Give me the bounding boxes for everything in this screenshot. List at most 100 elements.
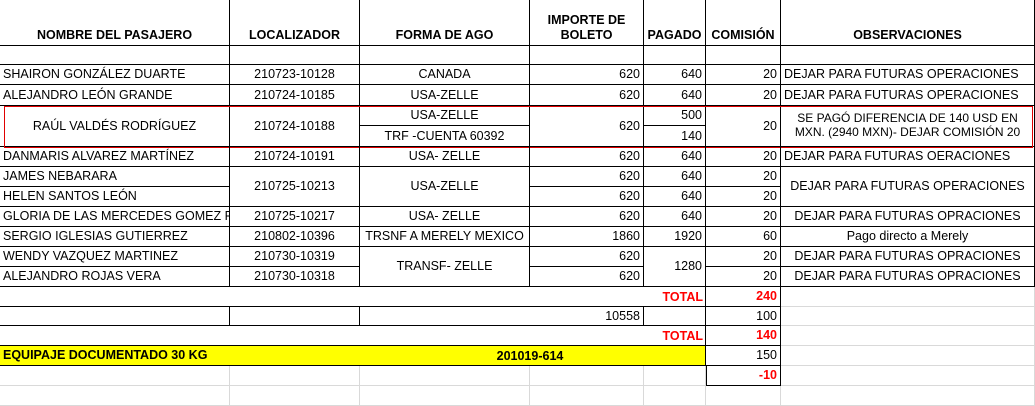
- cell-notes[interactable]: DEJAR PARA FUTURAS OPERACIONES: [781, 167, 1035, 207]
- cell-payment-method[interactable]: TRSNF A MERELY MEXICO: [360, 227, 530, 247]
- empty-cell[interactable]: [530, 366, 644, 386]
- cell-ticket-amount[interactable]: 620: [530, 267, 644, 287]
- cell-passenger[interactable]: DANMARIS ALVAREZ MARTÍNEZ: [0, 147, 230, 167]
- cell-notes[interactable]: SE PAGÓ DIFERENCIA DE 140 USD EN MXN. (2…: [781, 106, 1035, 147]
- total-label[interactable]: TOTAL: [662, 328, 703, 343]
- cell-locator[interactable]: 210723-10128: [230, 65, 360, 85]
- cell-commission[interactable]: 20: [706, 267, 781, 287]
- cell-passenger[interactable]: GLORIA DE LAS MERCEDES GOMEZ PA: [0, 207, 230, 227]
- cell-passenger[interactable]: HELEN SANTOS LEÓN: [0, 187, 230, 207]
- baggage-label[interactable]: EQUIPAJE DOCUMENTADO 30 KG: [0, 346, 706, 366]
- cell-passenger[interactable]: ALEJANDRO LEÓN GRANDE: [0, 85, 230, 106]
- cell-passenger[interactable]: RAÚL VALDÉS RODRÍGUEZ: [0, 106, 230, 147]
- cell-ticket-amount[interactable]: 620: [530, 167, 644, 187]
- cell-ticket-amount[interactable]: 620: [530, 187, 644, 207]
- cell-paid[interactable]: 1920: [644, 227, 706, 247]
- empty-cell[interactable]: [706, 46, 781, 65]
- empty-cell[interactable]: [644, 307, 706, 326]
- empty-cell[interactable]: [230, 46, 360, 65]
- cell-notes[interactable]: DEJAR PARA FUTURAS OPERACIONES: [781, 65, 1035, 85]
- minus-value[interactable]: 100: [706, 307, 781, 326]
- empty-cell[interactable]: [530, 46, 644, 65]
- empty-cell[interactable]: [781, 386, 1035, 406]
- cell-notes[interactable]: DEJAR PARA FUTURAS OERACIONES: [781, 147, 1035, 167]
- empty-cell[interactable]: [530, 386, 644, 406]
- difference-value[interactable]: -10: [706, 366, 781, 386]
- header-commission[interactable]: COMISIÓN: [706, 0, 781, 46]
- cell-payment-method[interactable]: TRF -CUENTA 60392: [360, 126, 530, 147]
- cell-locator[interactable]: 210724-10188: [230, 106, 360, 147]
- cell-passenger[interactable]: ALEJANDRO ROJAS VERA: [0, 267, 230, 287]
- empty-cell[interactable]: [781, 326, 1035, 346]
- cell-notes[interactable]: DEJAR PARA FUTURAS OPRACIONES: [781, 267, 1035, 287]
- cell-locator[interactable]: 210730-10319: [230, 247, 360, 267]
- cell-paid[interactable]: 640: [644, 187, 706, 207]
- cell-commission[interactable]: 20: [706, 65, 781, 85]
- cell-passenger[interactable]: WENDY VAZQUEZ MARTINEZ: [0, 247, 230, 267]
- empty-cell[interactable]: [360, 46, 530, 65]
- empty-cell[interactable]: [230, 307, 360, 326]
- empty-cell[interactable]: [0, 46, 230, 65]
- cell-locator[interactable]: 210730-10318: [230, 267, 360, 287]
- cell-commission[interactable]: 20: [706, 147, 781, 167]
- baggage-value[interactable]: 150: [706, 346, 781, 366]
- empty-cell[interactable]: [230, 386, 360, 406]
- cell-payment-method[interactable]: USA- ZELLE: [360, 147, 530, 167]
- cell-locator[interactable]: 210725-10217: [230, 207, 360, 227]
- header-paid[interactable]: PAGADO: [644, 0, 706, 46]
- cell-paid[interactable]: 1280: [644, 247, 706, 287]
- empty-cell[interactable]: [360, 366, 530, 386]
- cell-payment-method[interactable]: USA-ZELLE: [360, 167, 530, 207]
- cell-notes[interactable]: DEJAR PARA FUTURAS OPRACIONES: [781, 247, 1035, 267]
- cell-notes[interactable]: Pago directo a Merely: [781, 227, 1035, 247]
- cell-commission[interactable]: 20: [706, 85, 781, 106]
- empty-cell[interactable]: [360, 386, 530, 406]
- cell-payment-method[interactable]: USA-ZELLE: [360, 85, 530, 106]
- cell-ticket-amount[interactable]: 620: [530, 65, 644, 85]
- cell-commission[interactable]: 60: [706, 227, 781, 247]
- total-value[interactable]: 140: [706, 326, 781, 346]
- cell-locator[interactable]: 210724-10185: [230, 85, 360, 106]
- cell-payment-method[interactable]: USA- ZELLE: [360, 207, 530, 227]
- empty-cell[interactable]: [781, 366, 1035, 386]
- cell-payment-method[interactable]: CANADA: [360, 65, 530, 85]
- empty-cell[interactable]: [644, 46, 706, 65]
- cell-ticket-amount[interactable]: 620: [530, 147, 644, 167]
- cell-passenger[interactable]: JAMES NEBARARA: [0, 167, 230, 187]
- cell-payment-method[interactable]: USA-ZELLE: [360, 106, 530, 126]
- cell-paid[interactable]: 500: [644, 106, 706, 126]
- empty-cell[interactable]: [0, 366, 230, 386]
- empty-cell[interactable]: [781, 46, 1035, 65]
- cell-passenger[interactable]: SHAIRON GONZÁLEZ DUARTE: [0, 65, 230, 85]
- header-locator[interactable]: LOCALIZADOR: [230, 0, 360, 46]
- cell-paid[interactable]: 640: [644, 167, 706, 187]
- sum-amount[interactable]: 10558: [360, 307, 644, 326]
- cell-locator[interactable]: 210725-10213: [230, 167, 360, 207]
- empty-cell[interactable]: [644, 386, 706, 406]
- cell-notes[interactable]: DEJAR PARA FUTURAS OPRACIONES: [781, 207, 1035, 227]
- empty-cell[interactable]: [644, 366, 706, 386]
- cell-commission[interactable]: 20: [706, 247, 781, 267]
- empty-cell[interactable]: [0, 386, 230, 406]
- cell-paid[interactable]: 640: [644, 85, 706, 106]
- empty-cell[interactable]: [781, 287, 1035, 307]
- cell-locator[interactable]: 210724-10191: [230, 147, 360, 167]
- empty-cell[interactable]: [0, 287, 706, 307]
- cell-commission[interactable]: 20: [706, 187, 781, 207]
- empty-cell[interactable]: [781, 307, 1035, 326]
- cell-ticket-amount[interactable]: 620: [530, 85, 644, 106]
- header-ticket-amount[interactable]: IMPORTE DE BOLETO: [530, 0, 644, 46]
- header-notes[interactable]: OBSERVACIONES: [781, 0, 1035, 46]
- total-label[interactable]: TOTAL: [662, 289, 703, 304]
- cell-ticket-amount[interactable]: 620: [530, 247, 644, 267]
- baggage-locator[interactable]: 201019-614: [496, 348, 564, 363]
- cell-ticket-amount[interactable]: 1860: [530, 227, 644, 247]
- cell-ticket-amount[interactable]: 620: [530, 207, 644, 227]
- cell-ticket-amount[interactable]: 620: [530, 106, 644, 147]
- cell-paid[interactable]: 640: [644, 207, 706, 227]
- empty-cell[interactable]: [230, 366, 360, 386]
- cell-locator[interactable]: 210802-10396: [230, 227, 360, 247]
- cell-paid[interactable]: 640: [644, 65, 706, 85]
- cell-notes[interactable]: DEJAR PARA FUTURAS OPERACIONES: [781, 85, 1035, 106]
- cell-commission[interactable]: 20: [706, 167, 781, 187]
